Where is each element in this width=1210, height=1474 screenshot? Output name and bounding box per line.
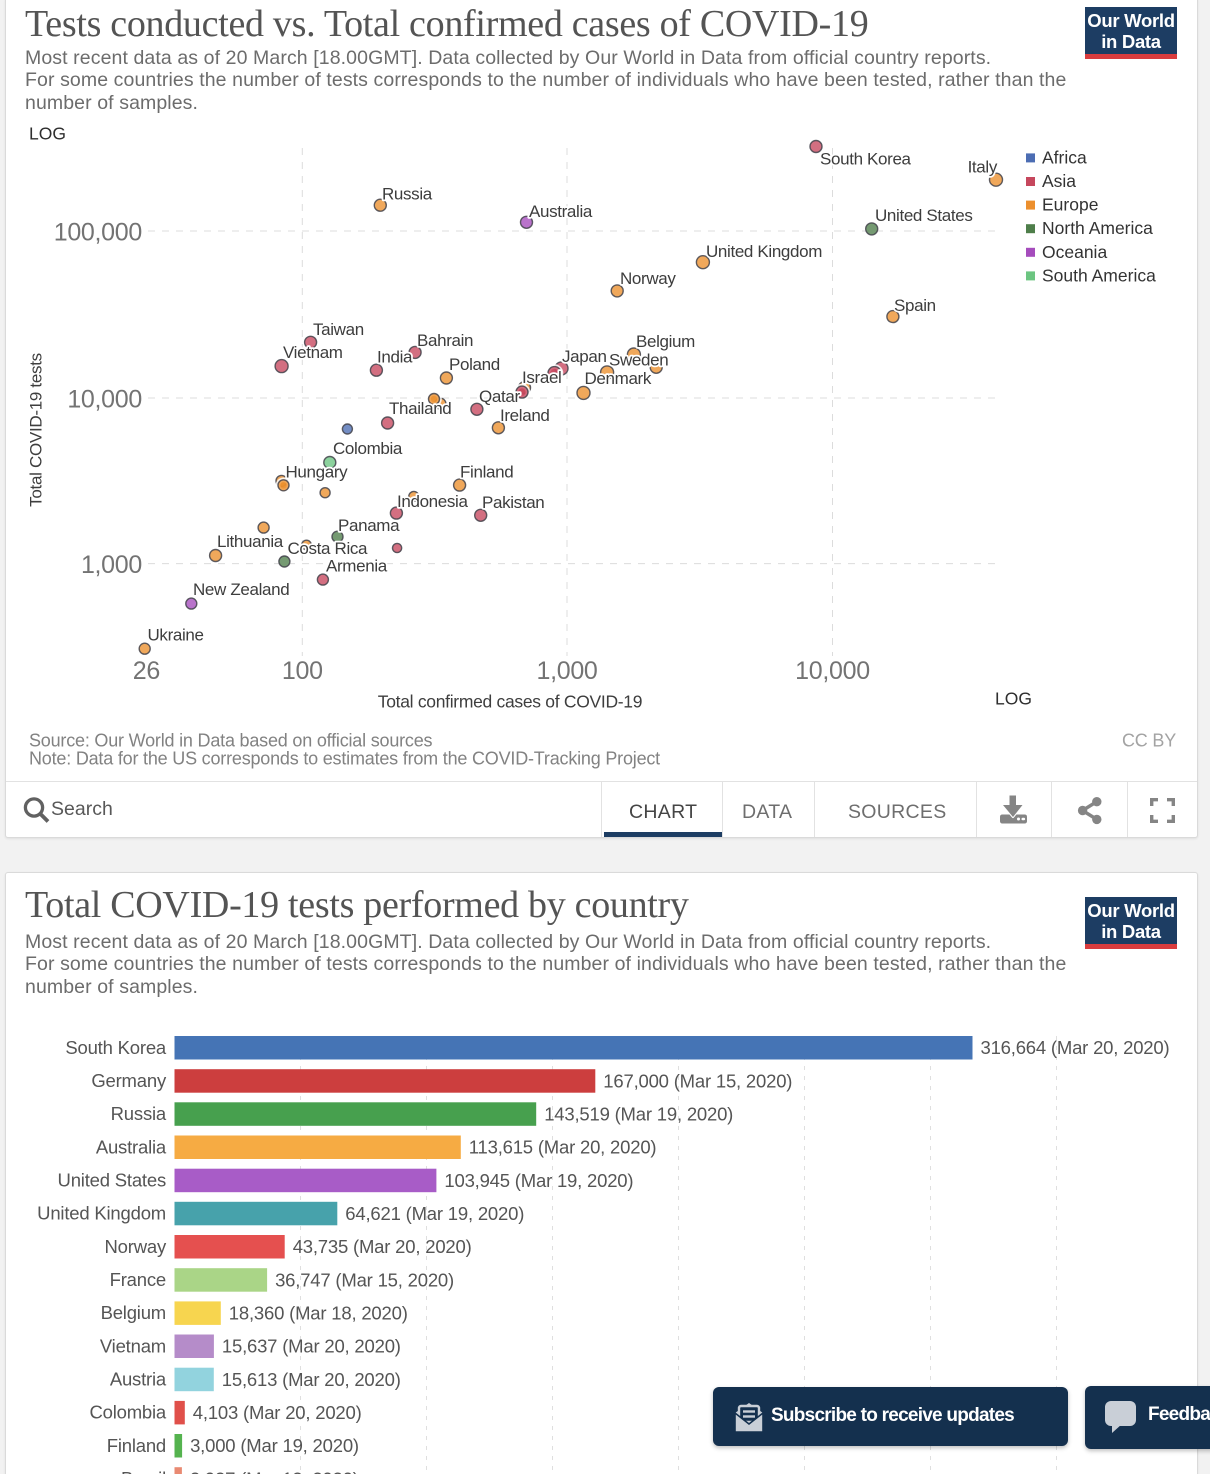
svg-text:167,000 (Mar 15, 2020): 167,000 (Mar 15, 2020)	[603, 1070, 792, 1091]
svg-text:100,000: 100,000	[54, 219, 142, 247]
svg-text:Ukraine: Ukraine	[148, 626, 204, 645]
svg-text:Finland: Finland	[107, 1435, 166, 1456]
svg-text:Brazil: Brazil	[121, 1468, 166, 1474]
svg-text:Oceania: Oceania	[1042, 242, 1107, 262]
svg-text:Spain: Spain	[894, 296, 936, 315]
svg-text:France: France	[110, 1269, 166, 1290]
svg-text:4,103 (Mar 20, 2020): 4,103 (Mar 20, 2020)	[193, 1402, 362, 1423]
svg-text:Norway: Norway	[104, 1236, 166, 1257]
svg-text:15,637 (Mar 20, 2020): 15,637 (Mar 20, 2020)	[222, 1336, 401, 1357]
svg-text:United States: United States	[875, 206, 973, 225]
svg-text:64,621 (Mar 19, 2020): 64,621 (Mar 19, 2020)	[345, 1203, 524, 1224]
svg-text:Russia: Russia	[111, 1103, 167, 1124]
svg-text:Japan: Japan	[562, 347, 607, 366]
svg-text:Vietnam: Vietnam	[100, 1335, 166, 1356]
svg-text:10,000: 10,000	[795, 657, 870, 685]
svg-text:New Zealand: New Zealand	[193, 580, 289, 599]
svg-text:Asia: Asia	[1042, 171, 1076, 191]
svg-text:Australia: Australia	[96, 1136, 167, 1157]
svg-text:36,747 (Mar 15, 2020): 36,747 (Mar 15, 2020)	[275, 1269, 454, 1290]
svg-text:Belgium: Belgium	[101, 1302, 166, 1323]
svg-text:43,735 (Mar 20, 2020): 43,735 (Mar 20, 2020)	[293, 1236, 472, 1257]
svg-text:18,360 (Mar 18, 2020): 18,360 (Mar 18, 2020)	[229, 1303, 408, 1324]
svg-text:Norway: Norway	[620, 269, 676, 288]
svg-text:10,000: 10,000	[67, 386, 142, 414]
svg-text:Indonesia: Indonesia	[397, 492, 468, 511]
svg-text:Total confirmed cases of COVID: Total confirmed cases of COVID-19	[378, 692, 642, 712]
svg-text:United Kingdom: United Kingdom	[37, 1203, 166, 1224]
svg-text:Ireland: Ireland	[500, 406, 550, 425]
svg-text:Israel: Israel	[522, 368, 561, 387]
svg-text:3,000 (Mar 19, 2020): 3,000 (Mar 19, 2020)	[190, 1435, 359, 1456]
svg-text:United States: United States	[58, 1170, 166, 1191]
svg-text:LOG: LOG	[29, 124, 66, 144]
svg-text:Finland: Finland	[460, 463, 513, 482]
svg-text:15,613 (Mar 20, 2020): 15,613 (Mar 20, 2020)	[222, 1369, 401, 1390]
svg-text:143,519 (Mar 19, 2020): 143,519 (Mar 19, 2020)	[544, 1104, 733, 1125]
svg-text:113,615 (Mar 20, 2020): 113,615 (Mar 20, 2020)	[469, 1137, 657, 1158]
svg-text:Lithuania: Lithuania	[217, 532, 284, 551]
svg-text:103,945 (Mar 19, 2020): 103,945 (Mar 19, 2020)	[444, 1170, 633, 1191]
svg-text:Hungary: Hungary	[286, 463, 349, 482]
svg-text:India: India	[377, 348, 413, 367]
svg-text:Africa: Africa	[1042, 148, 1087, 168]
svg-text:Austria: Austria	[110, 1369, 167, 1390]
svg-text:Armenia: Armenia	[326, 557, 388, 576]
svg-text:Panama: Panama	[338, 516, 400, 535]
svg-text:Total COVID-19 tests: Total COVID-19 tests	[27, 353, 46, 507]
svg-text:Vietnam: Vietnam	[283, 343, 343, 362]
svg-text:Sweden: Sweden	[609, 351, 668, 370]
svg-text:Note: Data for the US correspo: Note: Data for the US corresponds to est…	[29, 749, 660, 769]
svg-text:Europe: Europe	[1042, 195, 1098, 215]
svg-text:LOG: LOG	[995, 689, 1032, 709]
svg-text:1,000: 1,000	[81, 551, 142, 579]
svg-text:2,927 (Mar 13, 2020): 2,927 (Mar 13, 2020)	[190, 1468, 359, 1474]
svg-text:Taiwan: Taiwan	[313, 320, 364, 339]
svg-text:CC BY: CC BY	[1122, 731, 1176, 751]
svg-text:Colombia: Colombia	[89, 1402, 166, 1423]
svg-text:Costa Rica: Costa Rica	[288, 539, 369, 558]
svg-text:South Korea: South Korea	[65, 1037, 167, 1058]
svg-text:Belgium: Belgium	[636, 332, 695, 351]
svg-text:United Kingdom: United Kingdom	[706, 242, 822, 261]
svg-text:South Korea: South Korea	[820, 150, 912, 169]
svg-text:1,000: 1,000	[536, 657, 597, 685]
svg-text:316,664 (Mar 20, 2020): 316,664 (Mar 20, 2020)	[981, 1037, 1170, 1058]
svg-text:Thailand: Thailand	[389, 399, 451, 418]
svg-text:Qatar: Qatar	[479, 387, 520, 406]
svg-text:Source: Our World in Data base: Source: Our World in Data based on offic…	[29, 731, 433, 751]
svg-text:Poland: Poland	[449, 355, 500, 374]
svg-text:Bahrain: Bahrain	[417, 331, 473, 350]
svg-text:Colombia: Colombia	[333, 439, 403, 458]
svg-text:Russia: Russia	[382, 185, 433, 204]
svg-text:Denmark: Denmark	[585, 369, 652, 388]
svg-text:Pakistan: Pakistan	[482, 493, 544, 512]
svg-text:Italy: Italy	[968, 158, 998, 177]
svg-text:26: 26	[133, 657, 160, 685]
svg-text:Australia: Australia	[529, 202, 593, 221]
svg-text:Germany: Germany	[91, 1070, 167, 1091]
svg-text:North America: North America	[1042, 218, 1153, 238]
svg-text:100: 100	[282, 657, 323, 685]
svg-text:South America: South America	[1042, 265, 1156, 285]
